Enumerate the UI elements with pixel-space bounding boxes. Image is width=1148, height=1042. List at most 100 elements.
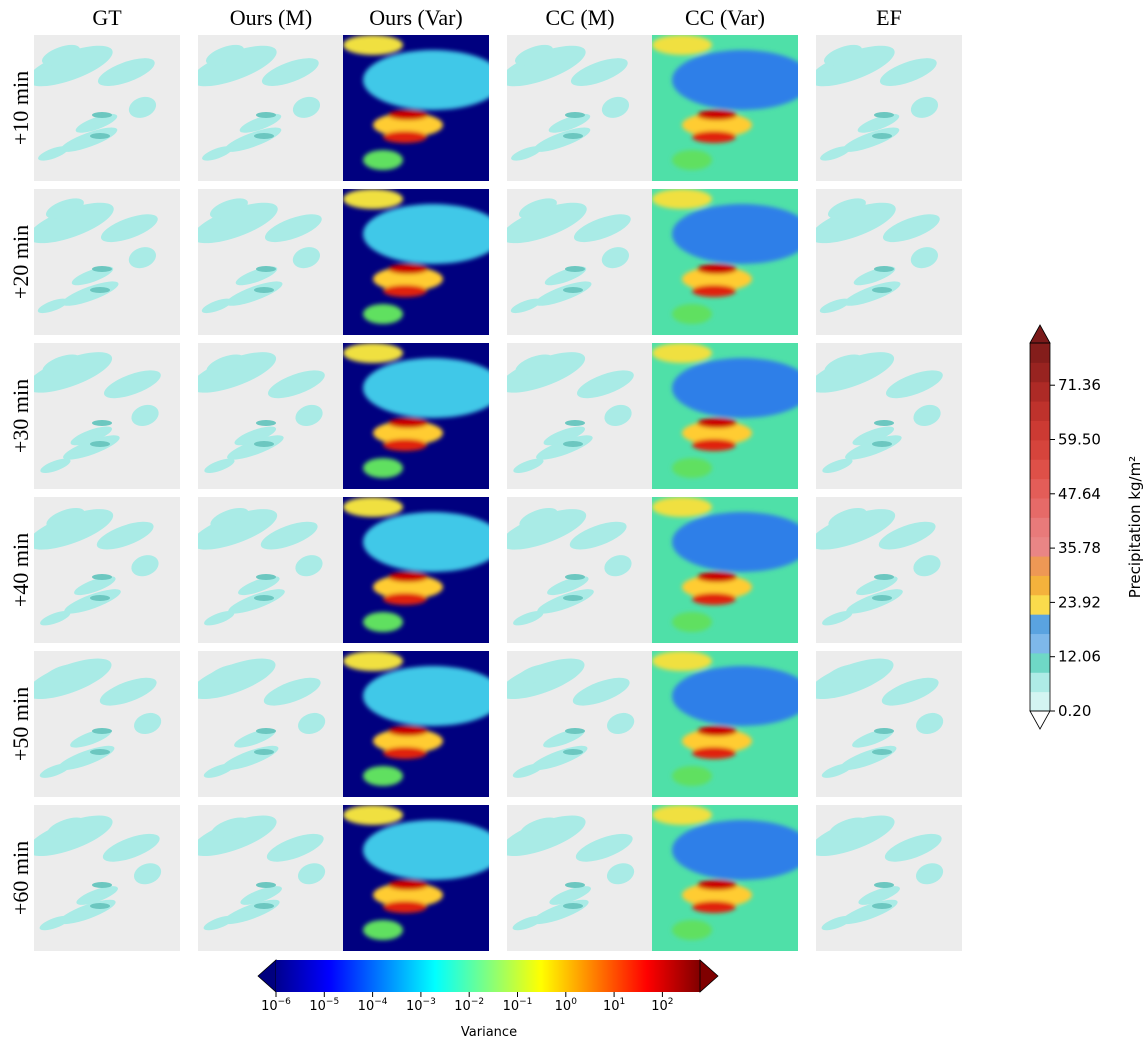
- colorbar-tick-label: 12.06: [1058, 648, 1101, 666]
- image-panel: [497, 189, 653, 335]
- blob: [363, 50, 503, 110]
- image-panel: [343, 651, 503, 797]
- blob: [343, 35, 403, 55]
- colorbar-segment: [1030, 634, 1050, 654]
- row-label: +50 min: [8, 687, 33, 761]
- blob: [254, 441, 274, 447]
- colorbar-segment: [1030, 614, 1050, 634]
- blob: [697, 572, 737, 582]
- tick-exponent: 0: [571, 997, 577, 1007]
- blob: [874, 112, 894, 118]
- blob: [383, 131, 427, 143]
- blob: [90, 287, 110, 293]
- column-header: Ours (M): [230, 5, 313, 30]
- blob: [872, 595, 892, 601]
- image-panel: [496, 35, 653, 181]
- blob: [92, 266, 112, 272]
- image-panel: [652, 651, 812, 797]
- blob: [383, 593, 427, 605]
- blob: [256, 882, 276, 888]
- blob: [563, 749, 583, 755]
- row-label: +20 min: [8, 225, 33, 299]
- blob: [388, 572, 428, 582]
- blob: [343, 343, 403, 363]
- colorbar-segment: [1030, 537, 1050, 557]
- image-panel: [24, 497, 180, 643]
- colorbar-segment: [1030, 672, 1050, 692]
- blob: [90, 441, 110, 447]
- image-panel: [22, 343, 180, 489]
- colorbar-tick-label: 102: [651, 997, 673, 1014]
- blob: [90, 133, 110, 139]
- blob: [563, 133, 583, 139]
- image-panel: [495, 650, 653, 797]
- blob: [652, 651, 712, 671]
- colorbar-tick-label: 59.50: [1058, 431, 1101, 449]
- blob: [90, 595, 110, 601]
- colorbar-tick-label: 47.64: [1058, 485, 1101, 503]
- image-panel: [652, 497, 812, 643]
- blob: [697, 110, 737, 120]
- blob: [363, 612, 403, 632]
- blob: [672, 150, 712, 170]
- blob: [92, 420, 112, 426]
- tick-base: 10: [261, 999, 278, 1014]
- image-panel: [652, 343, 812, 489]
- blob: [565, 882, 585, 888]
- blob: [672, 358, 812, 418]
- colorbar-segment: [1030, 479, 1050, 499]
- blob: [697, 418, 737, 428]
- colorbar-extend-high: [1030, 325, 1050, 343]
- image-panel: [804, 343, 962, 489]
- image-panel: [343, 497, 503, 643]
- blob: [874, 574, 894, 580]
- colorbar-segment: [1030, 382, 1050, 402]
- colorbar-tick-label: 10−5: [309, 997, 339, 1014]
- blob: [92, 574, 112, 580]
- blob: [388, 726, 428, 736]
- colorbar-tick-label: 23.92: [1058, 593, 1101, 611]
- blob: [343, 805, 403, 825]
- colorbar-extend-high: [700, 960, 718, 992]
- image-panel: [22, 650, 180, 797]
- colorbar-tick-label: 10−6: [261, 997, 291, 1014]
- row-label: +60 min: [8, 841, 33, 915]
- colorbar-segment: [1030, 440, 1050, 460]
- image-panel: [186, 343, 344, 489]
- blob: [565, 266, 585, 272]
- image-panel: [23, 35, 180, 181]
- colorbar-tick-label: 35.78: [1058, 539, 1101, 557]
- blob: [872, 133, 892, 139]
- blob: [388, 880, 428, 890]
- colorbar-tick-label: 10−2: [454, 997, 484, 1014]
- blob: [90, 749, 110, 755]
- blob: [254, 133, 274, 139]
- blob: [383, 901, 427, 913]
- blob: [672, 766, 712, 786]
- image-panel: [806, 189, 962, 335]
- blob: [256, 728, 276, 734]
- colorbar-tick-label: 71.36: [1058, 376, 1101, 394]
- tick-exponent: −6: [278, 997, 292, 1007]
- precipitation-colorbar: 0.2012.0623.9235.7847.6459.5071.36Precip…: [1030, 325, 1144, 729]
- colorbar-segment: [1030, 575, 1050, 595]
- colorbar-segment: [1030, 401, 1050, 421]
- colorbar-label: Precipitation kg/m²: [1126, 456, 1144, 598]
- blob: [256, 112, 276, 118]
- image-panel: [652, 805, 812, 951]
- figure: 0.2012.0623.9235.7847.6459.5071.36Precip…: [0, 0, 1148, 1042]
- blob: [697, 264, 737, 274]
- tick-exponent: −1: [519, 997, 532, 1007]
- tick-exponent: −5: [326, 997, 339, 1007]
- blob: [672, 304, 712, 324]
- colorbar-segment: [1030, 420, 1050, 440]
- blob: [254, 903, 274, 909]
- colorbar-tick-label: 100: [555, 997, 578, 1014]
- blob: [256, 574, 276, 580]
- row-label: +30 min: [8, 379, 33, 453]
- blob: [652, 189, 712, 209]
- blob: [563, 903, 583, 909]
- blob: [343, 189, 403, 209]
- blob: [363, 666, 503, 726]
- colorbar-segment: [1030, 362, 1050, 382]
